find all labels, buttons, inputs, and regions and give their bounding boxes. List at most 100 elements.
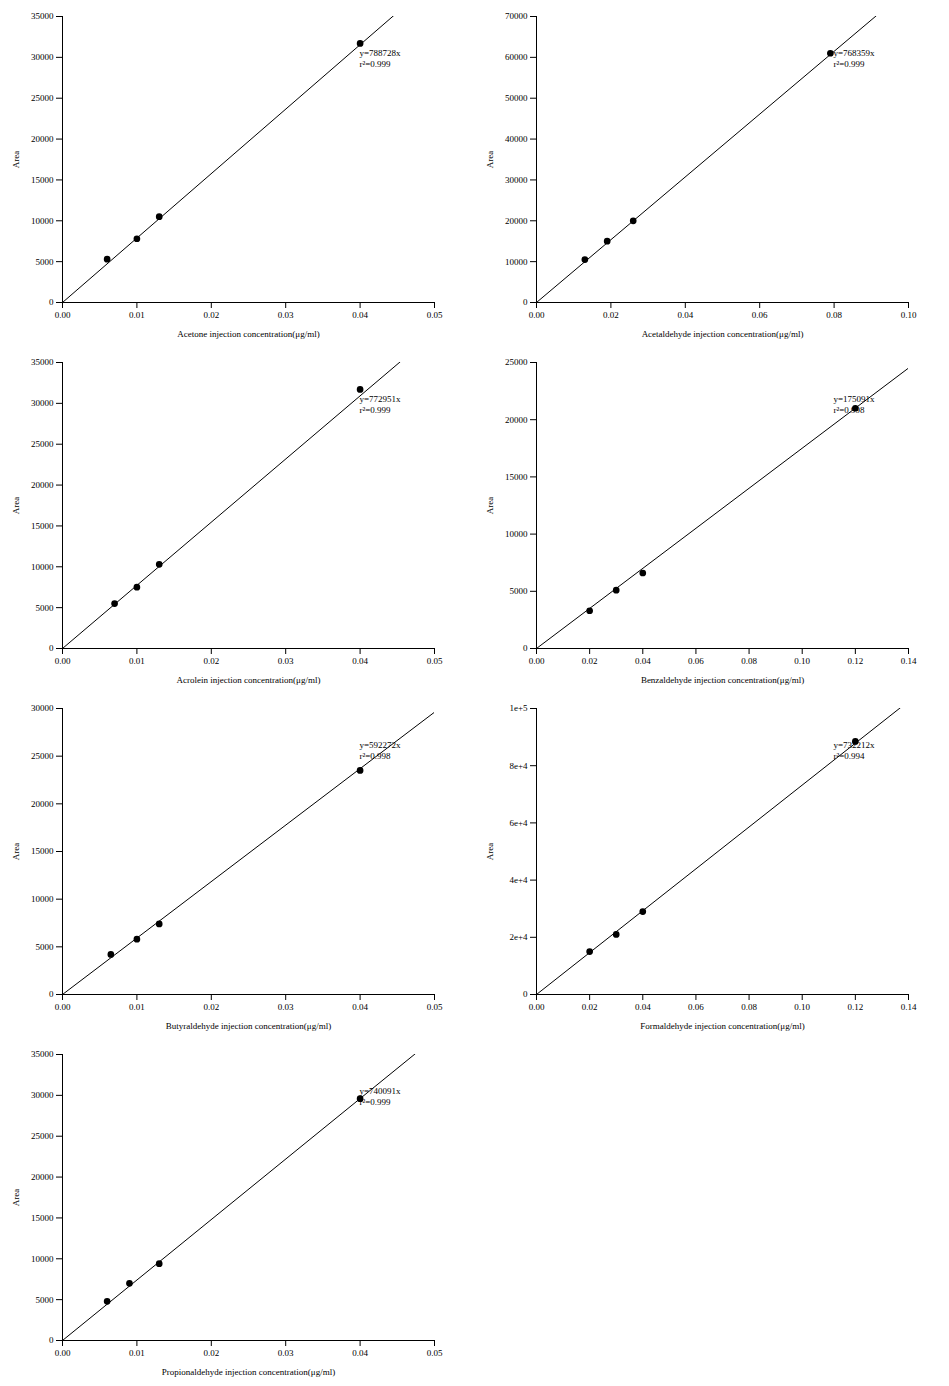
svg-text:20000: 20000 (505, 216, 528, 226)
svg-text:0.14: 0.14 (901, 656, 917, 666)
svg-text:10000: 10000 (505, 257, 528, 267)
svg-text:0.03: 0.03 (278, 310, 294, 320)
svg-text:0.06: 0.06 (688, 1002, 704, 1012)
svg-text:Acetaldehyde injection concent: Acetaldehyde injection concentration(μg/… (642, 329, 804, 339)
svg-text:0: 0 (49, 297, 54, 307)
svg-text:Propionaldehyde injection conc: Propionaldehyde injection concentration(… (162, 1367, 335, 1377)
svg-text:Butyraldehyde injection concen: Butyraldehyde injection concentration(μg… (166, 1021, 331, 1031)
svg-text:15000: 15000 (31, 846, 54, 856)
svg-text:25000: 25000 (31, 1131, 54, 1141)
svg-text:10000: 10000 (31, 562, 54, 572)
svg-text:0.05: 0.05 (427, 656, 443, 666)
svg-text:Benzaldehyde injection concent: Benzaldehyde injection concentration(μg/… (641, 675, 804, 685)
svg-text:6e+4: 6e+4 (509, 818, 528, 828)
svg-text:0.02: 0.02 (582, 656, 598, 666)
svg-text:y=740091xr²=0.999: y=740091xr²=0.999 (360, 1086, 402, 1107)
svg-text:25000: 25000 (31, 751, 54, 761)
svg-text:0.00: 0.00 (55, 656, 71, 666)
svg-text:20000: 20000 (31, 134, 54, 144)
svg-text:0.05: 0.05 (427, 310, 443, 320)
svg-text:30000: 30000 (505, 175, 528, 185)
svg-text:1e+5: 1e+5 (509, 703, 528, 713)
svg-text:30000: 30000 (31, 398, 54, 408)
svg-text:20000: 20000 (31, 480, 54, 490)
svg-text:y=788728xr²=0.999: y=788728xr²=0.999 (360, 48, 402, 69)
svg-text:15000: 15000 (31, 1213, 54, 1223)
svg-text:0.10: 0.10 (794, 656, 810, 666)
svg-text:0.01: 0.01 (129, 1002, 145, 1012)
svg-text:5000: 5000 (510, 586, 529, 596)
svg-text:20000: 20000 (31, 1172, 54, 1182)
svg-text:y=768359xr²=0.999: y=768359xr²=0.999 (834, 48, 876, 69)
svg-text:0.08: 0.08 (741, 656, 757, 666)
svg-text:20000: 20000 (505, 415, 528, 425)
svg-text:0.14: 0.14 (901, 1002, 917, 1012)
svg-text:0.00: 0.00 (55, 1002, 71, 1012)
svg-text:0.02: 0.02 (603, 310, 619, 320)
svg-text:5000: 5000 (36, 942, 55, 952)
svg-text:y=592272xr²=0.998: y=592272xr²=0.998 (360, 740, 402, 761)
svg-text:15000: 15000 (31, 521, 54, 531)
svg-text:5000: 5000 (36, 603, 55, 613)
svg-text:0.12: 0.12 (847, 1002, 863, 1012)
svg-text:Area: Area (11, 843, 21, 861)
svg-text:Area: Area (11, 151, 21, 169)
svg-text:y=772951xr²=0.999: y=772951xr²=0.999 (360, 394, 402, 415)
svg-text:15000: 15000 (31, 175, 54, 185)
svg-text:0.06: 0.06 (752, 310, 768, 320)
svg-text:0.04: 0.04 (352, 1002, 368, 1012)
svg-text:35000: 35000 (31, 1049, 54, 1059)
svg-text:30000: 30000 (31, 703, 54, 713)
svg-text:15000: 15000 (505, 472, 528, 482)
svg-text:25000: 25000 (31, 439, 54, 449)
svg-text:0.04: 0.04 (635, 1002, 651, 1012)
svg-text:0.03: 0.03 (278, 1002, 294, 1012)
svg-text:0.02: 0.02 (203, 310, 219, 320)
svg-text:0: 0 (523, 643, 528, 653)
svg-text:0.00: 0.00 (529, 310, 545, 320)
svg-text:0.01: 0.01 (129, 1348, 145, 1358)
svg-text:0.03: 0.03 (278, 656, 294, 666)
svg-text:0: 0 (523, 297, 528, 307)
svg-text:0.00: 0.00 (529, 1002, 545, 1012)
svg-text:0.02: 0.02 (203, 1348, 219, 1358)
svg-text:0: 0 (49, 989, 54, 999)
svg-text:10000: 10000 (31, 894, 54, 904)
svg-text:0.02: 0.02 (582, 1002, 598, 1012)
svg-text:0.05: 0.05 (427, 1002, 443, 1012)
svg-text:40000: 40000 (505, 134, 528, 144)
svg-text:0.00: 0.00 (55, 310, 71, 320)
svg-text:Area: Area (11, 1189, 21, 1207)
svg-text:Area: Area (485, 151, 495, 169)
svg-text:0.01: 0.01 (129, 310, 145, 320)
svg-text:35000: 35000 (31, 357, 54, 367)
svg-text:0.04: 0.04 (352, 656, 368, 666)
svg-text:5000: 5000 (36, 1295, 55, 1305)
svg-text:25000: 25000 (505, 357, 528, 367)
svg-text:0: 0 (49, 643, 54, 653)
svg-text:0.03: 0.03 (278, 1348, 294, 1358)
svg-text:0.02: 0.02 (203, 1002, 219, 1012)
svg-text:Area: Area (11, 497, 21, 515)
svg-text:30000: 30000 (31, 52, 54, 62)
svg-text:y=175091xr²=0.998: y=175091xr²=0.998 (834, 394, 876, 415)
svg-text:Area: Area (485, 843, 495, 861)
svg-text:10000: 10000 (31, 1254, 54, 1264)
svg-text:20000: 20000 (31, 799, 54, 809)
svg-text:0.00: 0.00 (55, 1348, 71, 1358)
svg-text:Area: Area (485, 497, 495, 515)
svg-text:Formaldehyde injection concent: Formaldehyde injection concentration(μg/… (640, 1021, 804, 1031)
svg-text:70000: 70000 (505, 11, 528, 21)
svg-text:0.00: 0.00 (529, 656, 545, 666)
svg-text:10000: 10000 (31, 216, 54, 226)
svg-text:50000: 50000 (505, 93, 528, 103)
svg-text:0.02: 0.02 (203, 656, 219, 666)
svg-text:0.01: 0.01 (129, 656, 145, 666)
svg-text:4e+4: 4e+4 (509, 875, 528, 885)
svg-text:0.04: 0.04 (677, 310, 693, 320)
svg-text:0.08: 0.08 (741, 1002, 757, 1012)
svg-text:0.10: 0.10 (794, 1002, 810, 1012)
svg-text:60000: 60000 (505, 52, 528, 62)
svg-text:5000: 5000 (36, 257, 55, 267)
svg-text:Acrolein injection concentrati: Acrolein injection concentration(μg/ml) (177, 675, 321, 685)
